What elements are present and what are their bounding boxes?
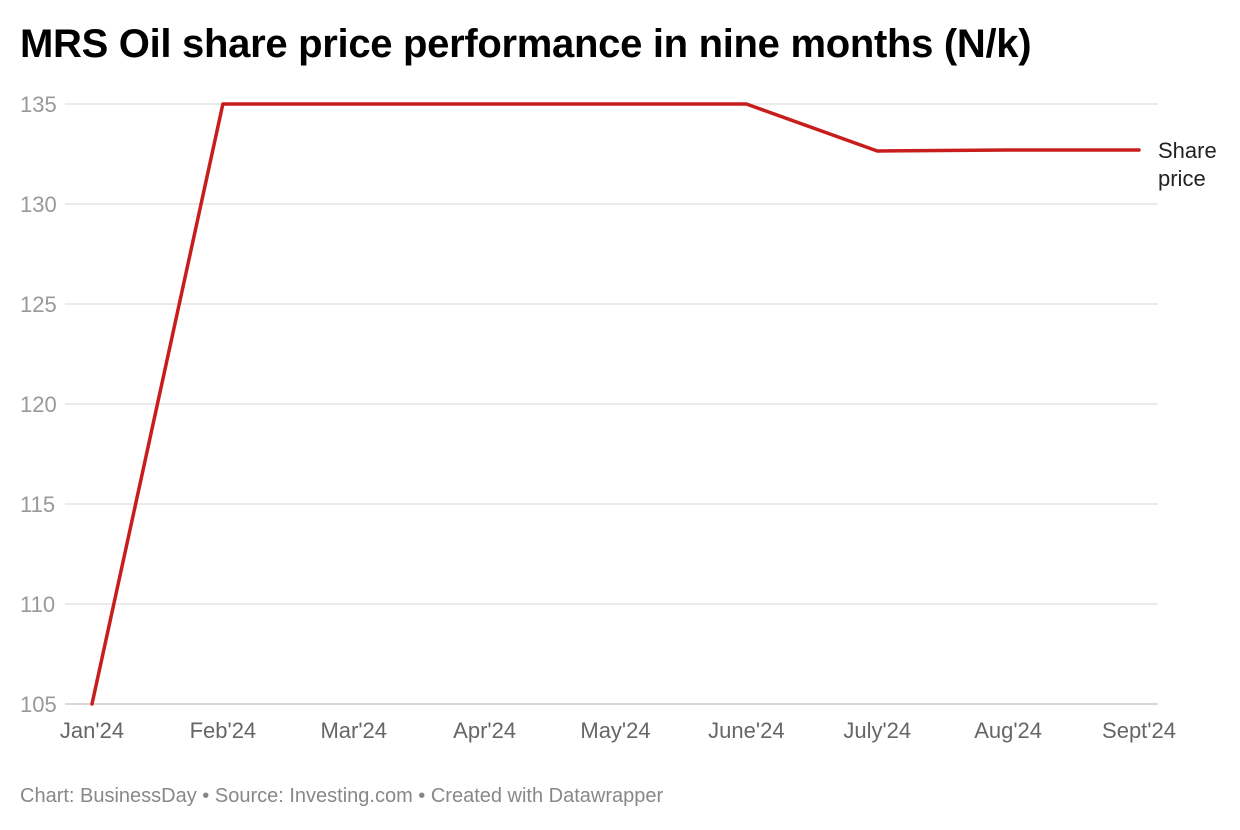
series-label: Share bbox=[1158, 138, 1217, 163]
x-tick-label: Aug'24 bbox=[974, 718, 1042, 743]
x-tick-label: June'24 bbox=[708, 718, 784, 743]
chart-footer: Chart: BusinessDay • Source: Investing.c… bbox=[20, 785, 664, 807]
y-tick-label: 135 bbox=[20, 92, 57, 117]
y-tick-label: 115 bbox=[20, 492, 55, 517]
chart-title: MRS Oil share price performance in nine … bbox=[20, 22, 1032, 66]
x-tick-label: Feb'24 bbox=[190, 718, 257, 743]
x-tick-label: May'24 bbox=[580, 718, 650, 743]
y-tick-label: 105 bbox=[20, 692, 57, 717]
series-line-share-price bbox=[90, 102, 1141, 706]
y-tick-label: 120 bbox=[20, 392, 57, 417]
y-tick-label: 130 bbox=[20, 192, 57, 217]
y-tick-label: 125 bbox=[20, 292, 57, 317]
x-tick-label: July'24 bbox=[843, 718, 911, 743]
x-tick-label: Mar'24 bbox=[320, 718, 387, 743]
series-label: price bbox=[1158, 166, 1206, 191]
x-tick-label: Apr'24 bbox=[453, 718, 516, 743]
x-tick-label: Sept'24 bbox=[1102, 718, 1176, 743]
x-tick-label: Jan'24 bbox=[60, 718, 124, 743]
y-tick-label: 110 bbox=[20, 592, 55, 617]
